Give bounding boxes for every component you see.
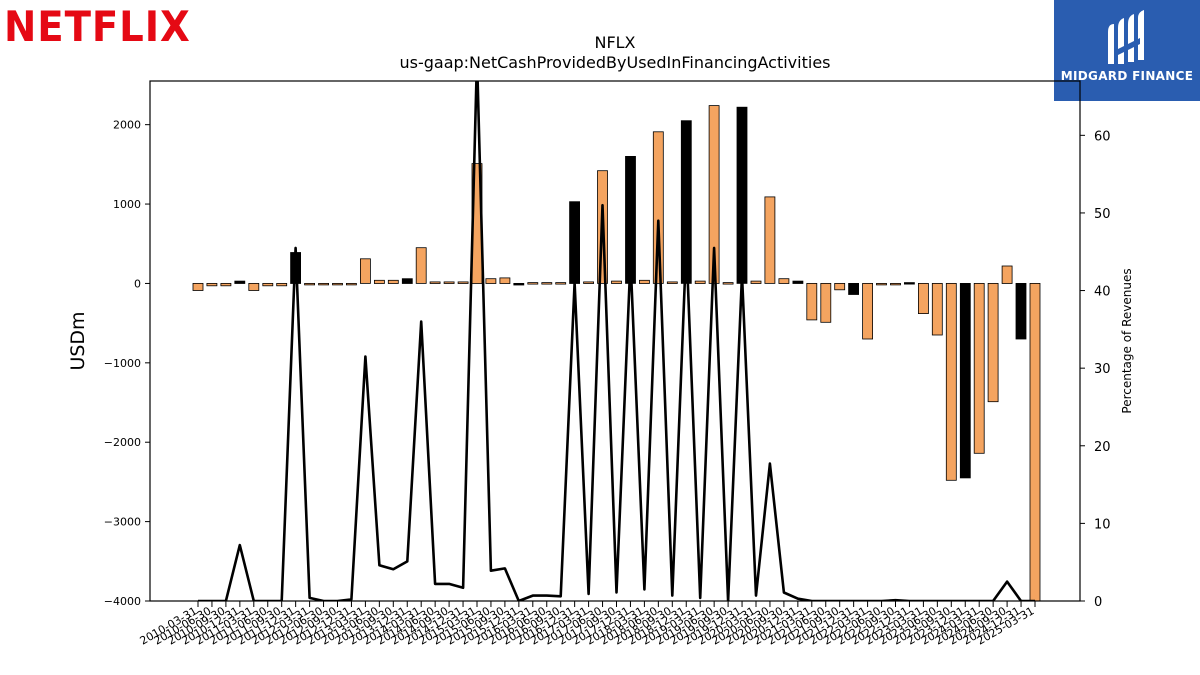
bar [513, 282, 525, 286]
bar [443, 281, 455, 284]
bar [666, 281, 678, 284]
midgard-logo-text: MIDGARD FINANCE [1060, 69, 1194, 83]
y2-tick-label: 10 [1094, 517, 1111, 532]
line-series [198, 81, 1035, 601]
y-tick-label: 1000 [113, 198, 141, 211]
y2-tick-label: 60 [1094, 129, 1111, 144]
bar [680, 120, 692, 284]
y2-tick-label: 40 [1094, 285, 1111, 300]
plot-frame [149, 80, 1081, 602]
bar [862, 282, 873, 340]
bar [276, 282, 288, 287]
bar [904, 282, 915, 285]
bar [262, 282, 274, 287]
bar [652, 131, 664, 284]
bar [722, 282, 734, 285]
bar [583, 281, 594, 284]
bar [1029, 282, 1041, 601]
netflix-logo: NETFLIX [4, 2, 191, 51]
bar [973, 282, 985, 454]
bar [569, 201, 580, 284]
bar [359, 258, 371, 284]
bar [611, 280, 622, 284]
bar [415, 247, 427, 284]
y2-tick-label: 50 [1094, 207, 1111, 222]
y-tick-label: 0 [134, 277, 141, 290]
bar [192, 282, 204, 291]
bar [987, 282, 999, 403]
bar [820, 282, 832, 323]
y2-tick-label: 30 [1094, 362, 1111, 377]
bar [387, 279, 399, 284]
bar [527, 282, 539, 285]
bar-series [192, 105, 1041, 601]
bar [206, 282, 218, 287]
bar [848, 282, 859, 295]
bar [318, 282, 330, 286]
bar [778, 278, 790, 284]
bar [708, 105, 720, 284]
y-tick-label: −4000 [104, 595, 141, 608]
bar [806, 282, 818, 321]
bar [890, 282, 901, 286]
bar [373, 279, 385, 284]
midgard-logo-mark-icon [1108, 10, 1144, 64]
bar [918, 282, 929, 314]
bar [401, 278, 413, 284]
bar [694, 280, 706, 284]
axes: 2000 1000 0 −1000 −2000 −3000 −4000 60 50 40 30 20 1… [104, 80, 1111, 648]
bar [792, 280, 804, 284]
bar [541, 282, 553, 285]
y2-axis-label: Percentage of Revenues [1120, 268, 1134, 413]
bar [304, 282, 316, 286]
bar [736, 106, 748, 284]
y-tick-label: −1000 [104, 357, 141, 370]
bar [959, 282, 971, 479]
bar [876, 282, 887, 286]
bar [1001, 265, 1013, 284]
bar [248, 282, 260, 291]
bar [429, 281, 441, 284]
bar [332, 282, 343, 286]
bar [834, 282, 846, 291]
y-tick-label: 2000 [113, 119, 141, 132]
y2-tick-label: 0 [1094, 595, 1102, 610]
y-tick-label: −2000 [104, 436, 141, 449]
bar [345, 282, 357, 286]
chart-title: NFLX [594, 33, 635, 52]
bar [639, 279, 650, 284]
bar [457, 281, 469, 284]
revenue-percentage-line [198, 81, 1035, 601]
midgard-finance-logo: MIDGARD FINANCE [1054, 0, 1200, 101]
bar [220, 282, 232, 287]
bar [485, 278, 497, 284]
bar [499, 277, 511, 284]
bar [945, 282, 957, 481]
bar [555, 282, 567, 285]
y2-tick-label: 20 [1094, 440, 1111, 455]
chart-subtitle: us-gaap:NetCashProvidedByUsedInFinancing… [399, 53, 830, 72]
y-tick-label: −3000 [104, 516, 141, 529]
bar [764, 196, 776, 284]
bar [1015, 282, 1027, 340]
bar [234, 280, 246, 284]
bar [931, 282, 943, 336]
y-axis-label: USDm [67, 311, 89, 370]
bar [750, 280, 762, 284]
